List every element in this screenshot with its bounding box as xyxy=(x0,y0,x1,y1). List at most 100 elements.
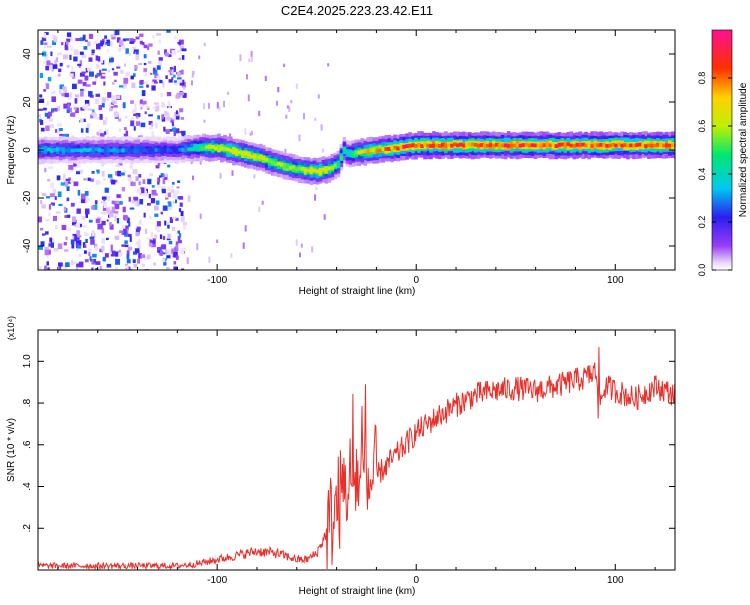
ridge-cell xyxy=(238,150,242,155)
noise-cell xyxy=(75,107,79,114)
ridge-cell xyxy=(264,157,269,162)
noise-cell xyxy=(124,240,128,244)
noise-cell xyxy=(173,251,178,258)
noise-cell xyxy=(123,127,127,131)
noise-cell xyxy=(76,171,81,175)
noise-cell xyxy=(139,80,144,85)
noise-cell xyxy=(154,105,160,112)
noise-cell xyxy=(50,51,53,57)
ridge-cell xyxy=(91,148,96,153)
noise-cell xyxy=(59,266,62,270)
noise-cell xyxy=(116,95,121,99)
noise-cell xyxy=(60,182,66,186)
noise-cell xyxy=(164,197,169,200)
ridge-cell xyxy=(94,147,99,152)
noise-cell xyxy=(85,195,88,201)
noise-cell xyxy=(288,106,291,113)
noise-cell xyxy=(83,46,88,50)
noise-cell xyxy=(175,199,177,204)
ridge-cell xyxy=(488,143,493,148)
noise-cell xyxy=(173,80,177,84)
ridge-cell xyxy=(235,150,239,155)
noise-cell xyxy=(127,246,132,251)
ridge-cell xyxy=(476,143,481,148)
noise-cell xyxy=(113,200,119,203)
noise-cell xyxy=(40,127,45,132)
noise-cell xyxy=(173,65,176,72)
noise-cell xyxy=(86,123,90,128)
colorbar-tick-label: 0.6 xyxy=(697,120,707,133)
noise-cell xyxy=(112,82,115,85)
noise-cell xyxy=(57,243,63,250)
noise-cell xyxy=(138,181,141,186)
ridge-cell xyxy=(303,168,308,173)
noise-cell xyxy=(44,246,49,249)
noise-cell xyxy=(92,109,95,113)
noise-cell xyxy=(88,248,92,251)
noise-cell xyxy=(96,43,101,50)
ridge-cell xyxy=(82,147,87,152)
ridge-cell xyxy=(181,148,185,152)
noise-cell xyxy=(135,54,140,61)
noise-cell xyxy=(148,43,153,47)
noise-cell xyxy=(57,191,62,197)
noise-cell xyxy=(38,108,43,111)
ridge-cell xyxy=(626,143,630,148)
noise-cell xyxy=(135,200,140,207)
noise-cell xyxy=(122,102,126,109)
ridge-cell xyxy=(294,167,299,172)
noise-cell xyxy=(118,162,123,166)
ridge-cell xyxy=(232,149,236,154)
noise-cell xyxy=(70,239,75,245)
noise-cell xyxy=(111,68,115,71)
ridge-cell xyxy=(405,144,409,148)
noise-cell xyxy=(179,91,184,96)
noise-cell xyxy=(85,84,91,87)
noise-cell xyxy=(69,107,72,113)
ridge-cell xyxy=(345,151,350,155)
noise-cell xyxy=(156,65,161,70)
noise-cell xyxy=(84,39,88,42)
noise-cell xyxy=(133,73,136,77)
noise-cell xyxy=(177,77,182,80)
noise-cell xyxy=(90,178,94,182)
noise-cell xyxy=(167,192,171,198)
noise-cell xyxy=(84,244,87,248)
noise-cell xyxy=(75,240,81,246)
noise-cell xyxy=(111,95,117,101)
ridge-cell xyxy=(106,148,111,153)
ridge-cell xyxy=(112,147,117,152)
noise-cell xyxy=(160,173,164,178)
noise-cell xyxy=(171,76,174,80)
ridge-cell xyxy=(324,166,329,171)
noise-cell xyxy=(169,72,173,76)
ridge-cell xyxy=(629,143,633,148)
ridge-cell xyxy=(497,143,502,148)
noise-cell xyxy=(173,190,178,195)
ridge-cell xyxy=(330,166,335,170)
noise-cell xyxy=(121,187,126,192)
ridge-cell xyxy=(482,144,487,148)
y-tick-label: 0 xyxy=(22,147,33,153)
noise-cell xyxy=(121,224,125,229)
ridge-cell xyxy=(109,148,114,153)
ridge-cell xyxy=(453,142,457,147)
noise-cell xyxy=(101,196,107,200)
noise-cell xyxy=(248,58,251,62)
ridge-cell xyxy=(327,166,332,171)
noise-cell xyxy=(323,214,326,220)
noise-cell xyxy=(250,51,253,58)
noise-cell xyxy=(148,61,152,64)
noise-cell xyxy=(75,266,79,270)
x-tick-label: 0 xyxy=(413,275,419,286)
noise-cell xyxy=(65,262,70,267)
noise-cell xyxy=(49,193,55,198)
noise-cell xyxy=(43,89,47,92)
ridge-cell xyxy=(596,143,600,148)
noise-cell xyxy=(139,40,143,45)
noise-cell xyxy=(92,204,98,210)
noise-cell xyxy=(143,44,148,49)
y-tick-label: .2 xyxy=(22,524,33,533)
noise-cell xyxy=(84,100,90,106)
